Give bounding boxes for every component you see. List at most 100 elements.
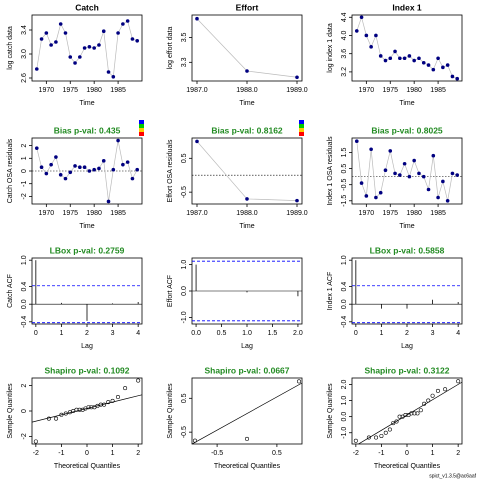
y-tick-label: 0 — [21, 169, 28, 173]
data-point — [92, 46, 96, 50]
data-point — [54, 416, 59, 421]
data-point — [130, 176, 135, 181]
data-point — [68, 55, 73, 59]
panel-title: Bias p-val: 0.435 — [54, 125, 121, 135]
footer: spict_v1.3.5@ac6aaf — [429, 473, 476, 479]
data-point — [123, 386, 128, 391]
data-point — [409, 411, 414, 416]
data-point — [44, 171, 49, 176]
data-point — [359, 15, 364, 20]
x-tick-label: 1988.0 — [236, 210, 258, 217]
legend-swatch — [139, 128, 144, 132]
data-point — [67, 410, 72, 415]
y-tick-label: -1.5 — [341, 195, 348, 207]
panel: LBox p-val: 0.2759 0 1 2 3 4 -0.4 0.0 0.4 1.0 Lag C… — [7, 245, 143, 350]
x-tick-label: 1970 — [39, 87, 55, 94]
series-line — [356, 141, 458, 201]
data-point — [195, 16, 199, 21]
data-point — [63, 176, 68, 181]
data-point — [297, 379, 302, 384]
data-point — [369, 45, 373, 49]
x-tick-label: 0 — [354, 330, 358, 337]
x-tick-label: 1985 — [110, 210, 126, 217]
y-tick-label: -2 — [21, 433, 28, 439]
data-point — [125, 160, 130, 164]
data-point — [445, 63, 450, 67]
y-tick-label: 3.3 — [181, 57, 188, 67]
data-point — [412, 58, 416, 63]
data-point — [369, 147, 373, 152]
x-tick-label: 2 — [405, 330, 409, 337]
y-tick-label: -1.0 — [181, 311, 188, 323]
y-tick-label: 0.0 — [341, 412, 348, 422]
data-point — [34, 146, 39, 150]
panel-title: Shapiro p-val: 0.0667 — [204, 365, 289, 375]
data-point — [34, 67, 39, 71]
data-point — [33, 439, 38, 444]
y-tick-label: 1.0 — [341, 396, 348, 406]
data-point — [393, 171, 397, 176]
data-point — [82, 165, 87, 169]
data-point — [426, 63, 431, 67]
data-point — [44, 31, 49, 35]
y-tick-label: -1 — [21, 180, 28, 186]
data-point — [455, 173, 460, 177]
data-point — [135, 39, 140, 43]
x-tick-label: 1987.0 — [186, 87, 208, 94]
data-point — [421, 60, 426, 65]
data-point — [378, 190, 383, 195]
y-tick-label: 2.0 — [341, 379, 348, 389]
qq-line — [192, 382, 302, 444]
y-tick-label: 1 — [21, 156, 28, 160]
x-tick-label: 1980 — [86, 87, 102, 94]
color-legend — [139, 120, 304, 136]
data-point — [412, 411, 417, 416]
y-tick-label: 0.4 — [341, 282, 348, 292]
data-point — [130, 37, 135, 41]
data-point — [407, 54, 412, 58]
y-tick-label: 3.6 — [341, 49, 348, 59]
legend-swatch — [299, 124, 304, 128]
data-point — [54, 40, 58, 44]
x-tick-label: 0.5 — [272, 450, 282, 457]
y-axis-label: Sample Quantiles — [327, 383, 334, 439]
x-tick-label: 1975 — [382, 87, 398, 94]
data-point — [364, 194, 369, 198]
x-tick-label: 2 — [136, 450, 140, 457]
y-tick-label: 3.2 — [341, 67, 348, 77]
x-axis-label: Theoretical Quantiles — [374, 463, 441, 470]
x-tick-label: 1985 — [430, 210, 446, 217]
y-tick-label: 0.5 — [341, 164, 348, 174]
y-axis-label: Effort ACF — [167, 275, 174, 307]
x-tick-label: 1985 — [110, 87, 126, 94]
data-point — [102, 402, 107, 407]
data-point — [78, 165, 82, 169]
data-point — [402, 161, 407, 166]
data-point — [397, 414, 402, 419]
y-tick-label: 1.0 — [21, 255, 28, 265]
data-point — [49, 162, 53, 167]
plot-frame — [191, 377, 303, 445]
panel: LBox p-val: 0.5858 0 1 2 3 4 -0.4 0.0 0.4 1.0 Lag I… — [327, 245, 463, 350]
data-point — [426, 187, 431, 192]
legend-swatch — [139, 124, 144, 128]
y-axis-label: Index 1 OSA residuals — [327, 136, 334, 206]
data-point — [97, 43, 101, 47]
data-point — [426, 398, 431, 403]
x-tick-label: 1989.0 — [286, 210, 308, 217]
data-point — [354, 29, 359, 33]
x-tick-label: 1.5 — [268, 330, 278, 337]
x-axis-label: Time — [79, 223, 94, 230]
x-axis-label: Theoretical Quantiles — [214, 463, 281, 470]
data-point — [387, 427, 392, 432]
data-point — [407, 174, 412, 179]
data-point — [58, 22, 63, 26]
data-point — [192, 438, 197, 443]
y-tick-label: 1.0 — [181, 260, 188, 270]
panel: Effort 1987.0 1988.0 1989.0 3.3 3.5 Time log ef… — [167, 2, 308, 107]
data-point — [63, 411, 68, 416]
panel-title: Index 1 — [392, 2, 422, 12]
x-axis-label: Time — [79, 100, 94, 107]
x-tick-label: 1 — [111, 450, 115, 457]
